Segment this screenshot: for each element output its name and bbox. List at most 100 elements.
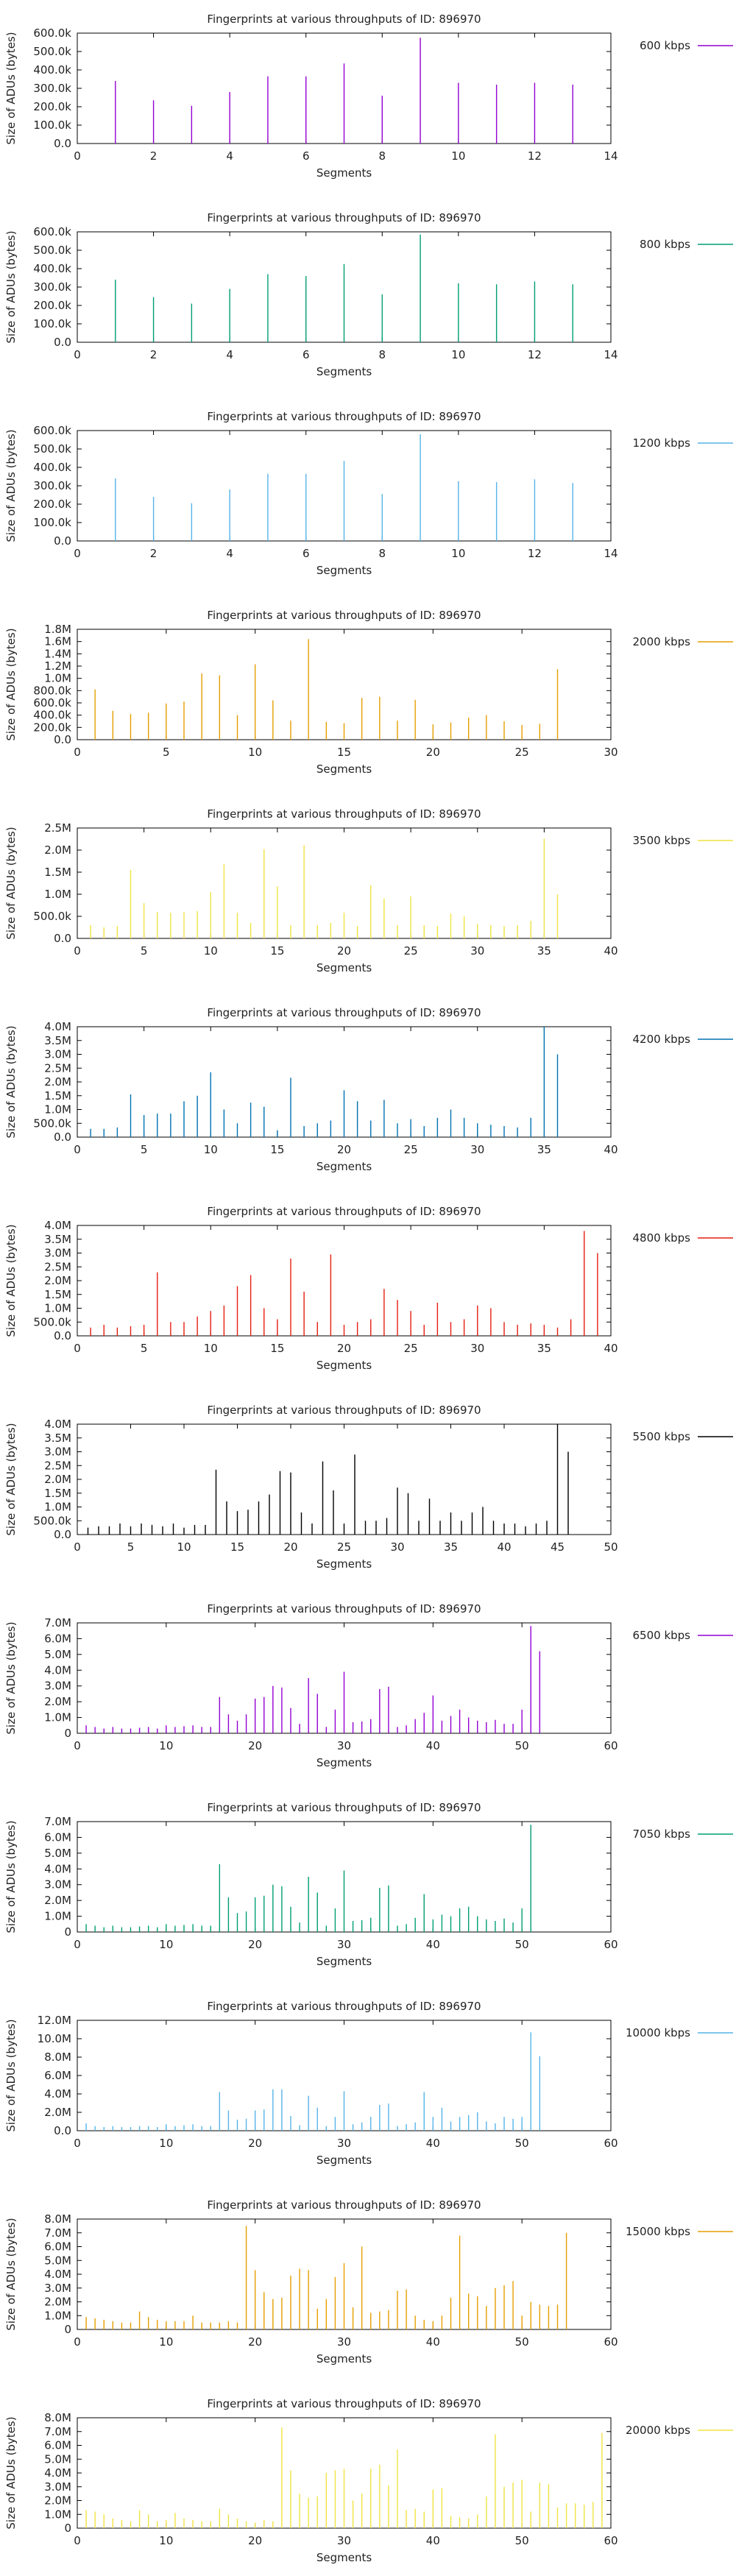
y-tick-label: 1.6M	[44, 635, 71, 648]
legend-label: 20000 kbps	[626, 2424, 690, 2437]
y-tick-label: 1.0M	[44, 1501, 71, 1514]
chart-panel: Fingerprints at various throughputs of I…	[4, 211, 733, 378]
x-tick-label: 25	[404, 1342, 418, 1355]
legend-label: 800 kbps	[640, 238, 690, 251]
x-tick-label: 60	[604, 1739, 618, 1752]
y-tick-label: 7.0M	[44, 1616, 71, 1630]
x-tick-label: 6	[302, 547, 310, 560]
x-tick-label: 50	[515, 2534, 529, 2547]
legend-label: 5500 kbps	[633, 1430, 691, 1443]
legend-label: 15000 kbps	[626, 2225, 690, 2238]
x-tick-label: 15	[270, 1143, 284, 1156]
x-tick-label: 20	[426, 746, 440, 759]
y-tick-label: 5.0M	[44, 2452, 71, 2466]
x-tick-label: 10	[451, 149, 465, 163]
y-tick-label: 4.0M	[44, 1219, 71, 1232]
y-tick-label: 400.0k	[33, 461, 71, 474]
chart-panel: Fingerprints at various throughputs of I…	[4, 1602, 733, 1769]
x-tick-label: 40	[426, 2137, 440, 2150]
y-axis-label: Size of ADUs (bytes)	[4, 827, 18, 939]
y-tick-label: 2.0M	[44, 1695, 71, 1708]
y-tick-label: 1.0M	[44, 888, 71, 901]
x-tick-label: 12	[528, 348, 542, 361]
x-tick-label: 35	[537, 1143, 551, 1156]
y-tick-label: 2.0M	[44, 1473, 71, 1486]
legend-label: 7050 kbps	[633, 1827, 691, 1841]
y-tick-label: 100.0k	[33, 317, 71, 330]
x-tick-label: 15	[337, 746, 351, 759]
chart-title: Fingerprints at various throughputs of I…	[207, 1801, 481, 1814]
x-tick-label: 40	[604, 944, 618, 958]
chart-panel: Fingerprints at various throughputs of I…	[4, 1801, 733, 1968]
x-tick-label: 20	[337, 1143, 351, 1156]
y-tick-label: 0	[64, 1925, 71, 1939]
x-tick-label: 30	[337, 2534, 351, 2547]
plot-frame	[77, 1423, 612, 1535]
x-tick-label: 0	[74, 2335, 81, 2349]
chart-title: Fingerprints at various throughputs of I…	[207, 410, 481, 423]
y-tick-label: 1.5M	[44, 1487, 71, 1500]
y-tick-label: 0	[64, 1727, 71, 1740]
y-axis-label: Size of ADUs (bytes)	[4, 1423, 18, 1535]
y-tick-label: 0.0	[54, 733, 71, 746]
x-tick-label: 0	[74, 1938, 81, 1951]
y-tick-label: 3.0M	[44, 1247, 71, 1260]
y-tick-label: 8.0M	[44, 2411, 71, 2424]
x-tick-label: 30	[470, 944, 484, 958]
x-axis-label: Segments	[316, 2551, 372, 2564]
x-tick-label: 50	[515, 1739, 529, 1752]
x-tick-label: 45	[551, 1540, 565, 1554]
x-tick-label: 30	[337, 2335, 351, 2349]
y-axis-label: Size of ADUs (bytes)	[4, 1820, 18, 1933]
x-axis-label: Segments	[316, 365, 372, 378]
legend-label: 600 kbps	[640, 39, 690, 52]
y-tick-label: 4.0M	[44, 1663, 71, 1677]
x-tick-label: 2	[150, 348, 158, 361]
y-tick-label: 4.0M	[44, 2268, 71, 2281]
y-tick-label: 300.0k	[33, 82, 71, 95]
y-tick-label: 3.5M	[44, 1432, 71, 1445]
y-tick-label: 6.0M	[44, 2439, 71, 2452]
y-tick-label: 2.5M	[44, 1459, 71, 1472]
x-tick-label: 0	[74, 944, 81, 958]
x-tick-label: 10	[204, 944, 218, 958]
y-tick-label: 400.0k	[33, 262, 71, 275]
x-tick-label: 25	[337, 1540, 351, 1554]
x-tick-label: 60	[604, 1938, 618, 1951]
x-tick-label: 30	[337, 1739, 351, 1752]
x-tick-label: 10	[159, 2335, 173, 2349]
y-tick-label: 5.0M	[44, 1648, 71, 1661]
y-tick-label: 1.0M	[44, 1910, 71, 1923]
y-tick-label: 0.0	[54, 1329, 71, 1342]
x-tick-label: 5	[127, 1540, 135, 1554]
y-tick-label: 0.0	[54, 1528, 71, 1541]
x-axis-label: Segments	[316, 1955, 372, 1968]
y-tick-label: 0	[64, 2522, 71, 2535]
y-tick-label: 500.0k	[33, 910, 71, 923]
chart-panel: Fingerprints at various throughputs of I…	[4, 13, 733, 180]
x-tick-label: 15	[270, 944, 284, 958]
x-tick-label: 6	[302, 149, 310, 163]
x-tick-label: 10	[159, 2137, 173, 2150]
x-tick-label: 0	[74, 2534, 81, 2547]
chart-panel: Fingerprints at various throughputs of I…	[4, 410, 733, 577]
x-tick-label: 10	[248, 746, 262, 759]
x-tick-label: 5	[141, 944, 148, 958]
chart-title: Fingerprints at various throughputs of I…	[207, 807, 481, 821]
chart-title: Fingerprints at various throughputs of I…	[207, 13, 481, 26]
y-tick-label: 0.0	[54, 932, 71, 945]
x-axis-label: Segments	[316, 2154, 372, 2167]
y-tick-label: 7.0M	[44, 2226, 71, 2240]
chart-title: Fingerprints at various throughputs of I…	[207, 2000, 481, 2013]
y-tick-label: 400.0k	[33, 63, 71, 77]
x-tick-label: 35	[537, 944, 551, 958]
x-tick-label: 30	[470, 1143, 484, 1156]
y-tick-label: 500.0k	[33, 1315, 71, 1328]
y-tick-label: 500.0k	[33, 1514, 71, 1527]
chart-title: Fingerprints at various throughputs of I…	[207, 1006, 481, 1019]
y-axis-label: Size of ADUs (bytes)	[4, 2019, 18, 2131]
y-tick-label: 5.0M	[44, 1847, 71, 1860]
chart-panel: Fingerprints at various throughputs of I…	[4, 1006, 733, 1173]
x-tick-label: 20	[248, 1938, 262, 1951]
